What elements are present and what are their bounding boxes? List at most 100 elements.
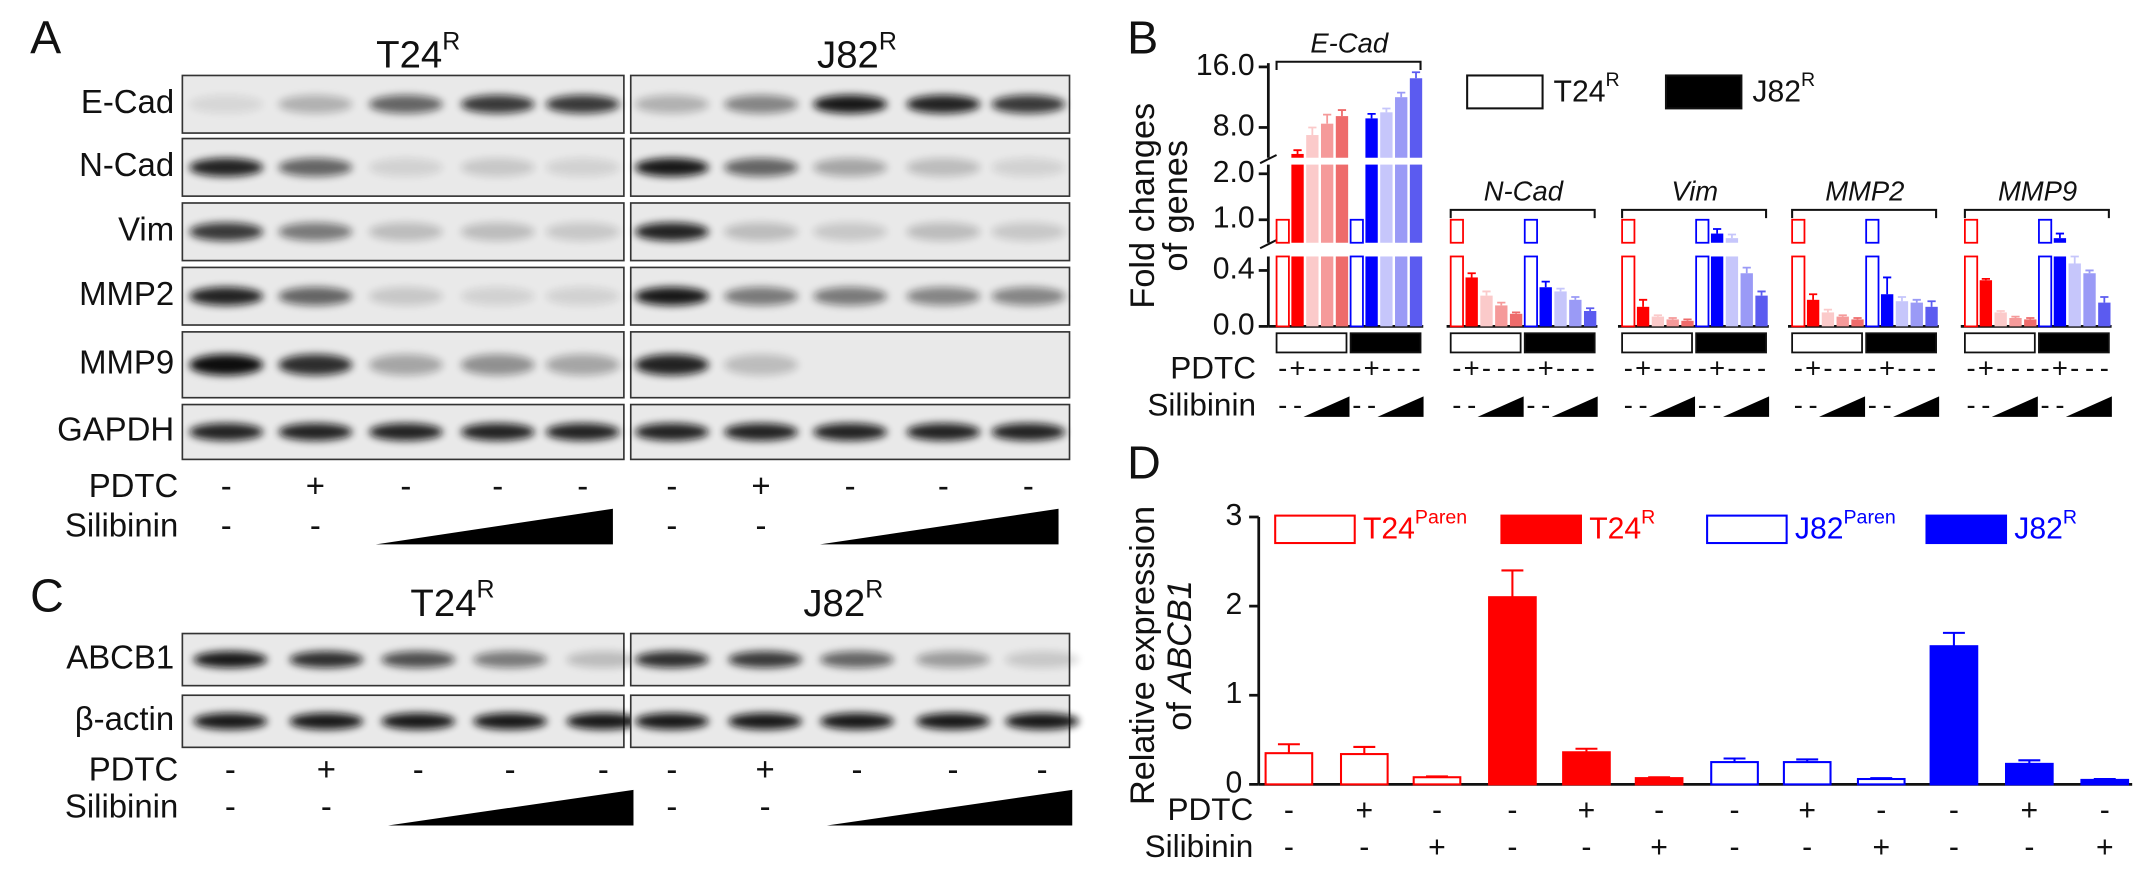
bar [1488, 596, 1537, 786]
bar [1320, 123, 1334, 158]
treatment-sign: - [1367, 390, 1376, 421]
blot-band [723, 287, 799, 306]
label: T24R [1554, 69, 1620, 108]
group-box [1621, 332, 1693, 354]
treatment-sign: + [1798, 794, 1816, 827]
error-bar [1668, 317, 1677, 320]
blot-band [460, 222, 535, 241]
legend-swatch [1664, 74, 1743, 110]
bar [1395, 164, 1408, 243]
gene-bracket [1449, 208, 1596, 219]
dose-triangle [1893, 396, 1940, 417]
bar [1465, 277, 1478, 327]
error-bar [1397, 91, 1406, 98]
error-bar [1912, 298, 1921, 303]
bar [1856, 777, 1906, 786]
treatment-sign: - [2055, 390, 2064, 421]
treatment-sign: - [2100, 794, 2110, 827]
blot-band [991, 423, 1066, 441]
label-sup: R [1641, 507, 1655, 529]
treatment-sign: - [1853, 353, 1862, 384]
treatment-sign: - [1284, 831, 1294, 864]
error-bar [1742, 266, 1751, 274]
blot-band [278, 354, 353, 376]
treatment-sign: + [1978, 353, 1994, 384]
treatment-sign: + [306, 467, 325, 504]
bar [1710, 256, 1724, 327]
error-bar [1411, 71, 1421, 79]
treatment-sign: + [1578, 794, 1596, 827]
bar [1495, 305, 1508, 327]
blot-row-label: N-Cad [79, 146, 174, 183]
y-tick-label: 1.0 [1213, 202, 1255, 235]
label: J82R [1752, 69, 1815, 108]
bar [1306, 164, 1319, 243]
dose-triangle [2065, 396, 2112, 417]
treatment-sign: - [1668, 353, 1677, 384]
error-bar [1541, 280, 1550, 288]
treatment-sign: - [1883, 390, 1892, 421]
bar [1979, 280, 1993, 327]
blot-band [473, 651, 548, 668]
y-tick-label: 8.0 [1213, 109, 1255, 142]
treatment-sign: - [947, 751, 958, 788]
blot-band [819, 651, 895, 668]
treatment-sign: - [1541, 390, 1550, 421]
bar [1791, 255, 1806, 328]
bar [1666, 319, 1679, 327]
blot-band [813, 158, 888, 177]
treatment-sign: - [1639, 390, 1648, 421]
treatment-sign: - [1654, 794, 1664, 827]
treatment-sign: - [1794, 353, 1803, 384]
blot-band [991, 158, 1066, 177]
treatment-sign: - [1352, 390, 1361, 421]
treatment-sign: - [492, 467, 503, 504]
error-bar [1927, 300, 1936, 307]
bar [1365, 164, 1378, 243]
blot-band [915, 651, 990, 668]
error-bar [1497, 301, 1506, 306]
blot-band [634, 158, 709, 177]
blot-band [728, 712, 803, 730]
error-bar [1883, 276, 1892, 295]
treatment-sign: - [666, 467, 677, 504]
treatment-sign: - [1838, 353, 1847, 384]
error-bar [1337, 109, 1347, 117]
blot-band [368, 423, 443, 441]
gene-bracket [1791, 208, 1938, 219]
treatment-sign: + [1879, 353, 1895, 384]
treatment-sign: - [2041, 353, 2050, 384]
error-bar [1648, 776, 1671, 779]
blot-band [634, 651, 709, 668]
label: T24R [376, 27, 460, 77]
dose-triangle [826, 789, 1073, 826]
error-bar [1501, 569, 1524, 598]
blot-band [545, 158, 620, 177]
group-box [1523, 332, 1596, 354]
treatment-sign: - [1452, 390, 1461, 421]
blot-band [906, 158, 981, 177]
treatment-sign: + [2052, 353, 2068, 384]
treatment-sign: + [1290, 353, 1306, 384]
y-tick-label: 16.0 [1196, 49, 1255, 82]
error-bar [2018, 759, 2041, 764]
bar [2024, 319, 2037, 327]
error-bar [1853, 317, 1862, 320]
treatment-sign: - [413, 751, 424, 788]
treatment-sign: - [1713, 390, 1722, 421]
group-box [1791, 332, 1863, 354]
error-bar [1683, 318, 1692, 321]
treatment-sign: - [2026, 353, 2035, 384]
treatment-sign: - [1467, 390, 1476, 421]
blot-band [189, 95, 264, 114]
axis-break [1259, 154, 1278, 165]
bar [1409, 256, 1423, 327]
treatment-sign: - [1497, 353, 1506, 384]
blot-band [381, 712, 456, 730]
error-bar [1277, 743, 1300, 754]
y-tick-label: 2 [1226, 588, 1243, 621]
gene-bracket [1621, 208, 1768, 219]
blot-row-label: ABCB1 [66, 638, 174, 675]
treatment-sign: - [1507, 794, 1517, 827]
